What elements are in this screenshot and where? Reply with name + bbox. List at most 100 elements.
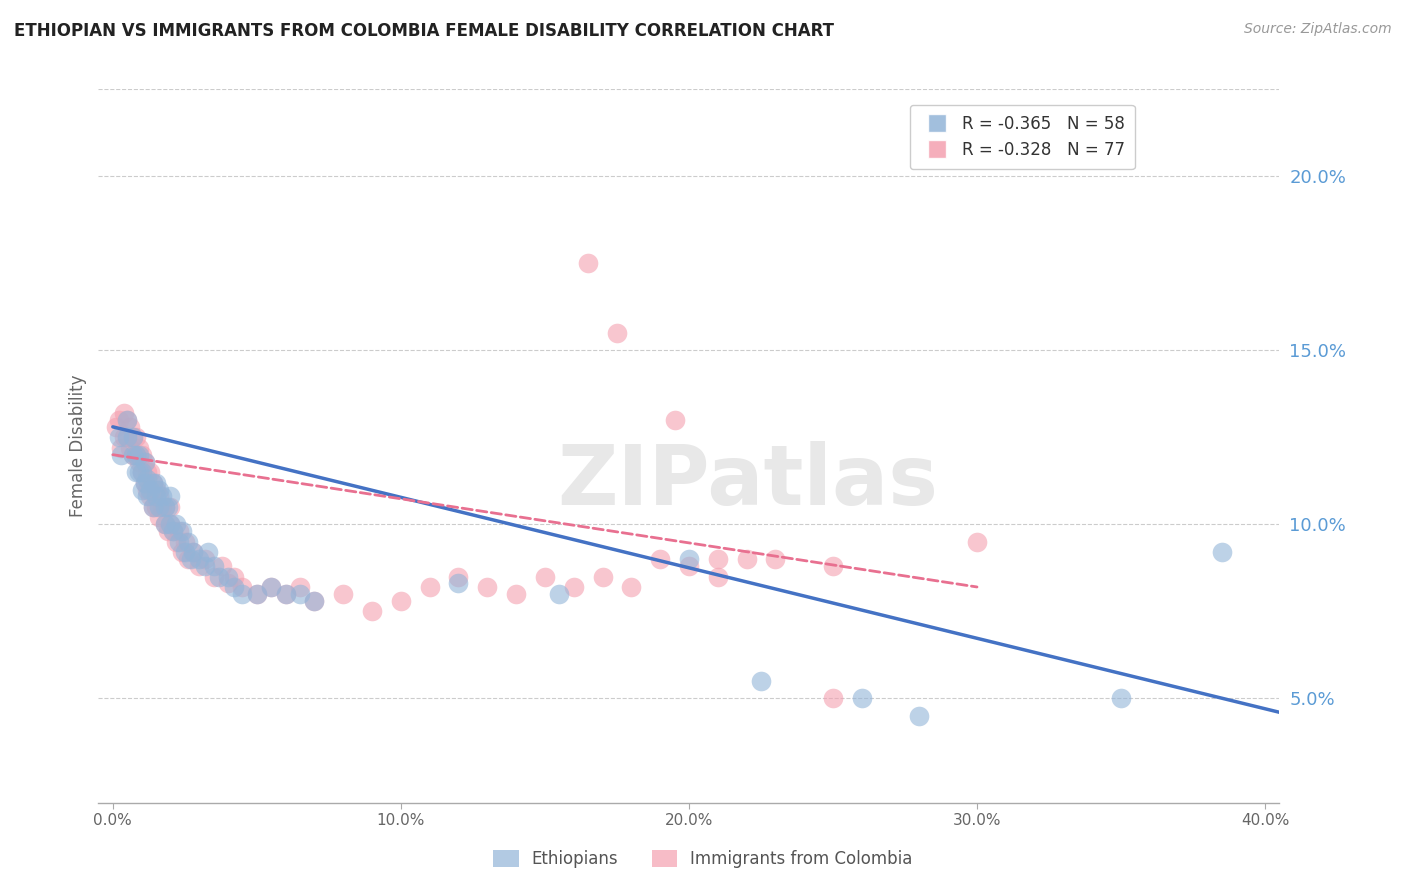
Text: ZIPatlas: ZIPatlas	[558, 442, 938, 522]
Point	[304, 594, 326, 608]
Point	[153, 500, 176, 514]
Point	[134, 455, 156, 469]
Point	[389, 594, 412, 608]
Point	[966, 534, 988, 549]
Point	[145, 500, 167, 514]
Point	[231, 587, 253, 601]
Point	[128, 448, 150, 462]
Point	[136, 472, 159, 486]
Point	[159, 517, 181, 532]
Point	[288, 580, 311, 594]
Point	[148, 483, 170, 497]
Point	[122, 430, 145, 444]
Point	[153, 517, 176, 532]
Point	[122, 448, 145, 462]
Point	[361, 604, 384, 618]
Point	[447, 569, 470, 583]
Point	[150, 500, 173, 514]
Point	[104, 420, 127, 434]
Point	[211, 559, 233, 574]
Point	[145, 475, 167, 490]
Point	[197, 545, 219, 559]
Text: ETHIOPIAN VS IMMIGRANTS FROM COLOMBIA FEMALE DISABILITY CORRELATION CHART: ETHIOPIAN VS IMMIGRANTS FROM COLOMBIA FE…	[14, 22, 834, 40]
Point	[173, 545, 195, 559]
Point	[534, 569, 557, 583]
Point	[142, 475, 165, 490]
Point	[139, 483, 162, 497]
Point	[153, 500, 176, 514]
Point	[180, 552, 202, 566]
Point	[208, 569, 231, 583]
Point	[260, 580, 283, 594]
Point	[706, 552, 728, 566]
Point	[477, 580, 499, 594]
Point	[131, 465, 153, 479]
Point	[125, 430, 148, 444]
Point	[148, 490, 170, 504]
Point	[165, 534, 187, 549]
Point	[447, 576, 470, 591]
Point	[107, 430, 129, 444]
Point	[170, 524, 193, 539]
Point	[664, 413, 686, 427]
Point	[419, 580, 441, 594]
Point	[107, 413, 129, 427]
Point	[1109, 691, 1132, 706]
Point	[177, 552, 200, 566]
Point	[231, 580, 253, 594]
Point	[156, 500, 179, 514]
Point	[194, 552, 217, 566]
Point	[139, 490, 162, 504]
Y-axis label: Female Disability: Female Disability	[69, 375, 87, 517]
Point	[749, 673, 772, 688]
Point	[165, 517, 187, 532]
Point	[592, 569, 614, 583]
Point	[606, 326, 628, 340]
Point	[125, 448, 148, 462]
Point	[260, 580, 283, 594]
Point	[136, 465, 159, 479]
Point	[148, 500, 170, 514]
Point	[562, 580, 585, 594]
Point	[128, 465, 150, 479]
Point	[288, 587, 311, 601]
Point	[217, 576, 239, 591]
Point	[128, 455, 150, 469]
Point	[576, 256, 599, 270]
Point	[148, 510, 170, 524]
Point	[167, 534, 190, 549]
Point	[145, 490, 167, 504]
Point	[735, 552, 758, 566]
Point	[821, 559, 844, 574]
Point	[1211, 545, 1233, 559]
Point	[177, 534, 200, 549]
Point	[678, 552, 700, 566]
Point	[142, 500, 165, 514]
Point	[134, 475, 156, 490]
Point	[142, 500, 165, 514]
Point	[134, 475, 156, 490]
Point	[908, 708, 931, 723]
Point	[505, 587, 527, 601]
Point	[112, 430, 135, 444]
Point	[120, 441, 142, 455]
Point	[136, 483, 159, 497]
Point	[222, 569, 245, 583]
Point	[115, 430, 138, 444]
Point	[122, 430, 145, 444]
Point	[650, 552, 672, 566]
Point	[128, 441, 150, 455]
Point	[188, 552, 211, 566]
Point	[115, 413, 138, 427]
Point	[170, 545, 193, 559]
Point	[304, 594, 326, 608]
Point	[706, 569, 728, 583]
Point	[125, 465, 148, 479]
Point	[125, 448, 148, 462]
Point	[153, 517, 176, 532]
Point	[142, 475, 165, 490]
Point	[131, 465, 153, 479]
Point	[120, 420, 142, 434]
Point	[131, 483, 153, 497]
Point	[112, 406, 135, 420]
